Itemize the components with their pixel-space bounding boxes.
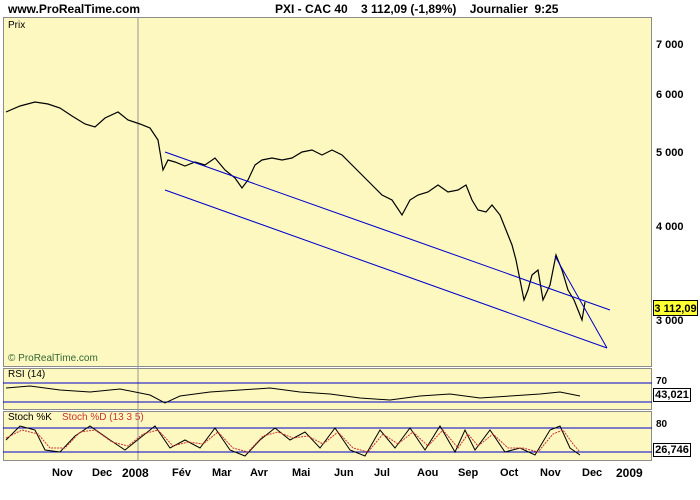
rsi-tick-70: 70 — [656, 376, 668, 387]
rsi-value-badge: 43,021 — [653, 388, 691, 402]
x-tick-mar: Mar — [212, 467, 232, 479]
stoch-k-label: Stoch %K — [8, 412, 52, 423]
x-tick-jul: Jul — [374, 467, 390, 479]
x-tick-oct: Oct — [500, 467, 519, 479]
x-tick-2008: 2008 — [122, 466, 149, 480]
x-tick-jun: Jun — [334, 467, 354, 479]
x-tick-dec: Dec — [92, 467, 113, 479]
last-price-badge: 3 112,09 — [653, 300, 698, 316]
header-bar: www.ProRealTime.com PXI - CAC 40 3 112,0… — [0, 0, 700, 18]
stoch-value-badge: 26,746 — [653, 443, 691, 457]
price-panel-label: Prix — [8, 20, 26, 31]
stoch-d-label: Stoch %D (13 3 5) — [62, 412, 144, 423]
watermark: © ProRealTime.com — [8, 353, 98, 364]
stoch-panel[interactable]: Stoch %K Stoch %D (13 3 5) — [3, 411, 652, 461]
x-tick-fev: Fév — [172, 467, 191, 479]
y-tick-6000: 6 000 — [656, 89, 684, 101]
x-tick-2009: 2009 — [616, 466, 643, 480]
stoch-tick-80: 80 — [656, 419, 668, 430]
y-tick-3000: 3 000 — [656, 315, 684, 327]
y-tick-7000: 7 000 — [656, 39, 684, 51]
x-tick-nov: Nov — [52, 467, 73, 479]
instrument-title: PXI - CAC 40 3 112,09 (-1,89%) Journalie… — [275, 2, 559, 16]
x-tick-sep: Sep — [458, 467, 479, 479]
y-tick-4000: 4 000 — [656, 221, 684, 233]
site-name[interactable]: www.ProRealTime.com — [8, 2, 141, 16]
x-tick-nov-2: Nov — [540, 467, 561, 479]
x-tick-aou: Aou — [417, 467, 439, 479]
x-tick-avr: Avr — [250, 467, 268, 479]
rsi-panel[interactable]: RSI (14) — [3, 368, 652, 410]
price-panel[interactable]: Prix © ProRealTime.com — [3, 17, 652, 367]
x-tick-dec-2: Dec — [582, 467, 603, 479]
rsi-label: RSI (14) — [8, 369, 46, 380]
y-tick-5000: 5 000 — [656, 147, 684, 159]
x-tick-mai: Mai — [292, 467, 311, 479]
